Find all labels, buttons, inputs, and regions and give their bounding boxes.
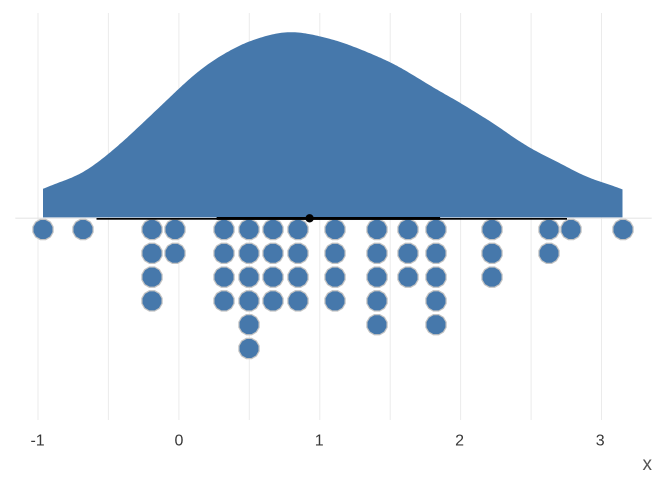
svg-text:0: 0 (174, 432, 183, 449)
svg-text:3: 3 (596, 432, 605, 449)
svg-text:x: x (643, 454, 653, 475)
svg-text:-1: -1 (30, 432, 44, 449)
svg-text:2: 2 (455, 432, 464, 449)
svg-text:1: 1 (315, 432, 324, 449)
